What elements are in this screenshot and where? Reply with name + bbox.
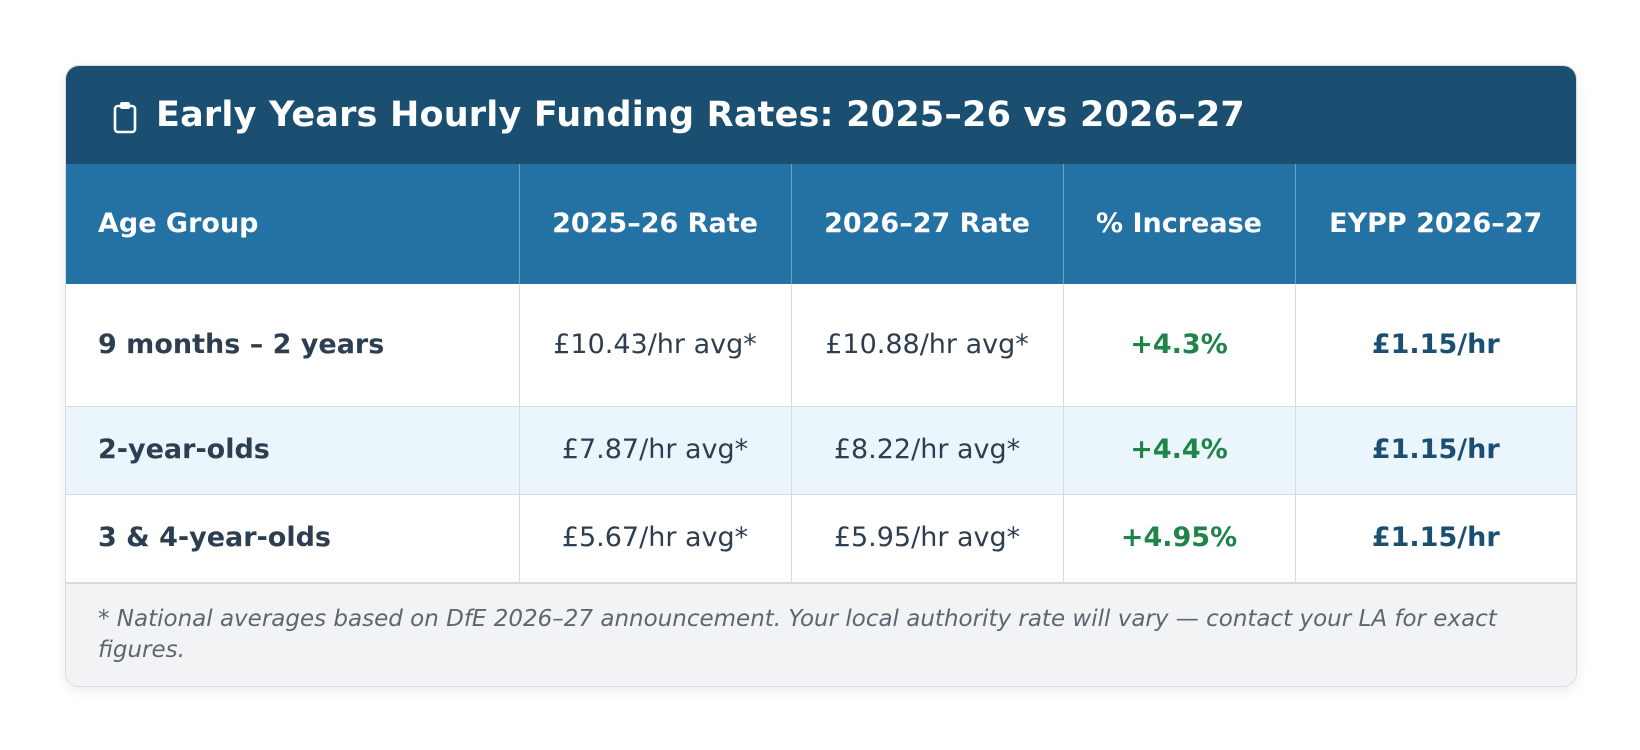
funding-rates-card: Early Years Hourly Funding Rates: 2025–2… — [65, 65, 1577, 687]
footnote: * National averages based on DfE 2026–27… — [66, 582, 1576, 686]
rate-2026-cell: £10.88/hr avg* — [790, 284, 1063, 406]
column-header-eypp: EYPP 2026–27 — [1294, 164, 1576, 284]
age-group-cell: 3 & 4-year-olds — [66, 493, 519, 582]
eypp-cell: £1.15/hr — [1294, 405, 1576, 494]
increase-cell: +4.4% — [1062, 405, 1295, 494]
rate-2025-cell: £5.67/hr avg* — [518, 493, 791, 582]
table-row: 2-year-olds £7.87/hr avg* £8.22/hr avg* … — [66, 405, 1576, 494]
eypp-cell: £1.15/hr — [1294, 284, 1576, 406]
table-row: 9 months – 2 years £10.43/hr avg* £10.88… — [66, 284, 1576, 406]
column-header-age-group: Age Group — [66, 164, 519, 284]
increase-cell: +4.3% — [1062, 284, 1295, 406]
column-header-rate-2025: 2025–26 Rate — [518, 164, 791, 284]
rate-2026-cell: £8.22/hr avg* — [790, 405, 1063, 494]
table-header-row: Age Group 2025–26 Rate 2026–27 Rate % In… — [66, 164, 1576, 284]
age-group-cell: 2-year-olds — [66, 405, 519, 494]
rate-2025-cell: £10.43/hr avg* — [518, 284, 791, 406]
table-row: 3 & 4-year-olds £5.67/hr avg* £5.95/hr a… — [66, 493, 1576, 582]
card-title: Early Years Hourly Funding Rates: 2025–2… — [156, 95, 1245, 135]
rate-2026-cell: £5.95/hr avg* — [790, 493, 1063, 582]
column-header-increase: % Increase — [1062, 164, 1295, 284]
rate-2025-cell: £7.87/hr avg* — [518, 405, 791, 494]
eypp-cell: £1.15/hr — [1294, 493, 1576, 582]
funding-rates-table: Age Group 2025–26 Rate 2026–27 Rate % In… — [66, 164, 1576, 582]
column-header-rate-2026: 2026–27 Rate — [790, 164, 1063, 284]
clipboard-icon — [112, 100, 142, 134]
increase-cell: +4.95% — [1062, 493, 1295, 582]
age-group-cell: 9 months – 2 years — [98, 328, 385, 360]
card-header: Early Years Hourly Funding Rates: 2025–2… — [66, 66, 1576, 164]
